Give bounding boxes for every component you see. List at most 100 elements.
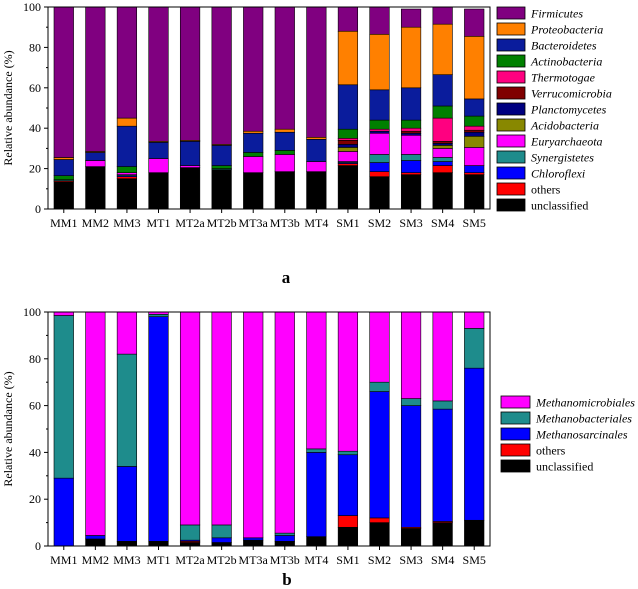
bar-segment-sm4-chloroflexi (432, 161, 453, 166)
bar-segment-sm4-actinobacteria (432, 105, 453, 119)
bar-segment-sm4-firmicutes (432, 6, 453, 25)
legend-label-others: others (536, 444, 566, 458)
bar-segment-mt2b-methanobacteriales (211, 524, 232, 539)
bar-segment-sm1-others (337, 515, 359, 528)
bar-segment-sm2-others (369, 517, 390, 523)
bar-segment-sm3-actinobacteria (400, 119, 422, 129)
bar-segment-mm3-euryarchaeota (116, 172, 138, 175)
y-tick-label-100: 100 (23, 305, 41, 319)
bar-segment-sm4-bacteroidetes (432, 74, 453, 107)
bar-segment-sm5-actinobacteria (464, 115, 485, 127)
x-tick-label-sm4: SM4 (431, 553, 454, 567)
bar-segment-mt2b-actinobacteria (211, 165, 232, 169)
bar-segment-sm4-verrucomicrobia (432, 141, 453, 144)
bar-segment-mt4-bacteroidetes (306, 139, 327, 162)
bar-segment-mt4-firmicutes (306, 6, 327, 138)
bar-segment-sm1-methanosarcinales (337, 454, 359, 516)
bar-segment-mt4-methanobacteriales (306, 448, 327, 453)
bar-segment-sm5-others (464, 172, 485, 175)
bar-segment-sm4-thermotogae (432, 117, 453, 142)
x-tick-label-sm3: SM3 (399, 553, 422, 567)
y-tick-label-80: 80 (29, 352, 41, 366)
bar-segment-mm1-methanosarcinales (53, 477, 74, 547)
bar-segment-sm1-unclassified (337, 526, 359, 547)
legend-swatch-methanobacteriales (500, 411, 531, 425)
bar-segment-sm5-chloroflexi (464, 165, 485, 173)
bar-segment-sm3-firmicutes (400, 8, 422, 28)
bar-segment-mm1-proteobacteria (53, 157, 74, 160)
legend-label-unclassified: unclassified (531, 199, 588, 213)
bar-segment-mt3a-firmicutes (243, 6, 264, 132)
bar-segment-mt4-methanosarcinales (306, 452, 327, 537)
bar-segment-mt3a-bacteroidetes (243, 132, 264, 153)
bar-segment-mm3-unclassified (116, 541, 138, 547)
bar-segment-mt2a-unclassified (179, 542, 201, 547)
bar-segment-mt3b-unclassified (274, 541, 295, 547)
bar-segment-sm3-chloroflexi (400, 160, 422, 173)
bar-segment-sm5-methanomicrobiales (464, 311, 485, 329)
panel-a-label: a (282, 268, 291, 287)
legend-swatch-methanomicrobiales (500, 395, 531, 409)
legend-label-chloroflexi: Chloroflexi (531, 167, 585, 181)
legend-swatch-others (500, 443, 531, 457)
bar-segment-mt4-euryarchaeota (306, 161, 327, 172)
bar-segment-sm2-chloroflexi (369, 162, 390, 172)
bar-segment-sm3-methanomicrobiales (400, 311, 422, 399)
bar-segment-mt3b-bacteroidetes (274, 131, 295, 151)
y-axis-title: Relative abundance (%) (1, 371, 15, 486)
bar-segment-sm3-verrucomicrobia (400, 130, 422, 134)
y-tick-label-60: 60 (29, 81, 41, 95)
x-tick-label-sm4: SM4 (431, 216, 454, 230)
bar-segment-sm3-unclassified (400, 528, 422, 547)
bar-segment-sm1-others (337, 163, 359, 166)
bar-segment-sm3-thermotogae (400, 127, 422, 132)
bar-segment-sm2-methanomicrobiales (369, 311, 390, 383)
bar-segment-sm5-unclassified (464, 519, 485, 547)
bar-segment-mt3a-unclassified (243, 539, 264, 547)
legend-label-euryarchaeota: Euryarchaeota (530, 135, 603, 149)
bar-segment-mt3b-methanosarcinales (274, 535, 295, 542)
plot-frame (47, 6, 491, 210)
bar-segment-mt3a-proteobacteria (243, 130, 264, 134)
bar-segment-sm2-bacteroidetes (369, 89, 390, 121)
bar-segment-sm4-planctomycetes (432, 143, 453, 146)
bar-segment-mt2b-methanomicrobiales (211, 311, 232, 526)
bar-segment-sm1-methanomicrobiales (337, 311, 359, 452)
legend-swatch-proteobacteria (496, 22, 526, 36)
legend-swatch-actinobacteria (496, 54, 526, 68)
bar-segment-sm3-methanosarcinales (400, 405, 422, 528)
legend-swatch-euryarchaeota (496, 134, 526, 148)
bar-segment-sm2-synergistetes (369, 154, 390, 163)
legend-label-acidobacteria: Acidobacteria (530, 119, 599, 133)
bar-segment-mm1-bacteroidetes (53, 159, 74, 176)
bar-segment-mt2b-firmicutes (211, 6, 232, 145)
y-tick-label-60: 60 (29, 399, 41, 413)
panel-a-chart: MM1 MM2 MM3 MT1 MT2a MT2b MT3a MT3b MT4 SM1 SM2 SM3… (1, 0, 612, 230)
bar-segment-mt1-firmicutes (148, 6, 169, 142)
bar-segment-mt3b-firmicutes (274, 6, 295, 130)
bar-segment-sm4-euryarchaeota (432, 148, 453, 158)
bar-segment-sm5-methanosarcinales (464, 367, 485, 521)
bar-segment-mm3-methanosarcinales (116, 466, 138, 542)
bar-segment-mm3-actinobacteria (116, 166, 138, 173)
bar-segment-mt3b-methanomicrobiales (274, 311, 295, 534)
bar-segment-sm2-others (369, 171, 390, 177)
legend-label-thermotogae: Thermotogae (531, 71, 596, 85)
bar-segment-sm1-bacteroidetes (337, 84, 359, 130)
bar-segment-mm3-proteobacteria (116, 117, 138, 127)
x-tick-label-sm2: SM2 (368, 216, 391, 230)
bar-segment-mm1-firmicutes (53, 6, 74, 158)
bar-segment-mm2-firmicutes (85, 6, 106, 152)
x-tick-label-mt2a: MT2a (175, 553, 205, 567)
x-tick-label-mt4: MT4 (304, 216, 328, 230)
x-tick-label-mt1: MT1 (147, 216, 171, 230)
bar-segment-sm3-proteobacteria (400, 26, 422, 89)
bar-segment-mm2-unclassified (85, 538, 106, 547)
bar-segment-mm2-euryarchaeota (85, 160, 106, 167)
bar-segment-mt3b-actinobacteria (274, 150, 295, 155)
bar-segment-sm2-thermotogae (369, 128, 390, 132)
bar-segment-mt2a-bacteroidetes (179, 141, 201, 166)
bar-segment-mm2-bacteroidetes (85, 152, 106, 161)
x-tick-label-mt1: MT1 (147, 553, 171, 567)
